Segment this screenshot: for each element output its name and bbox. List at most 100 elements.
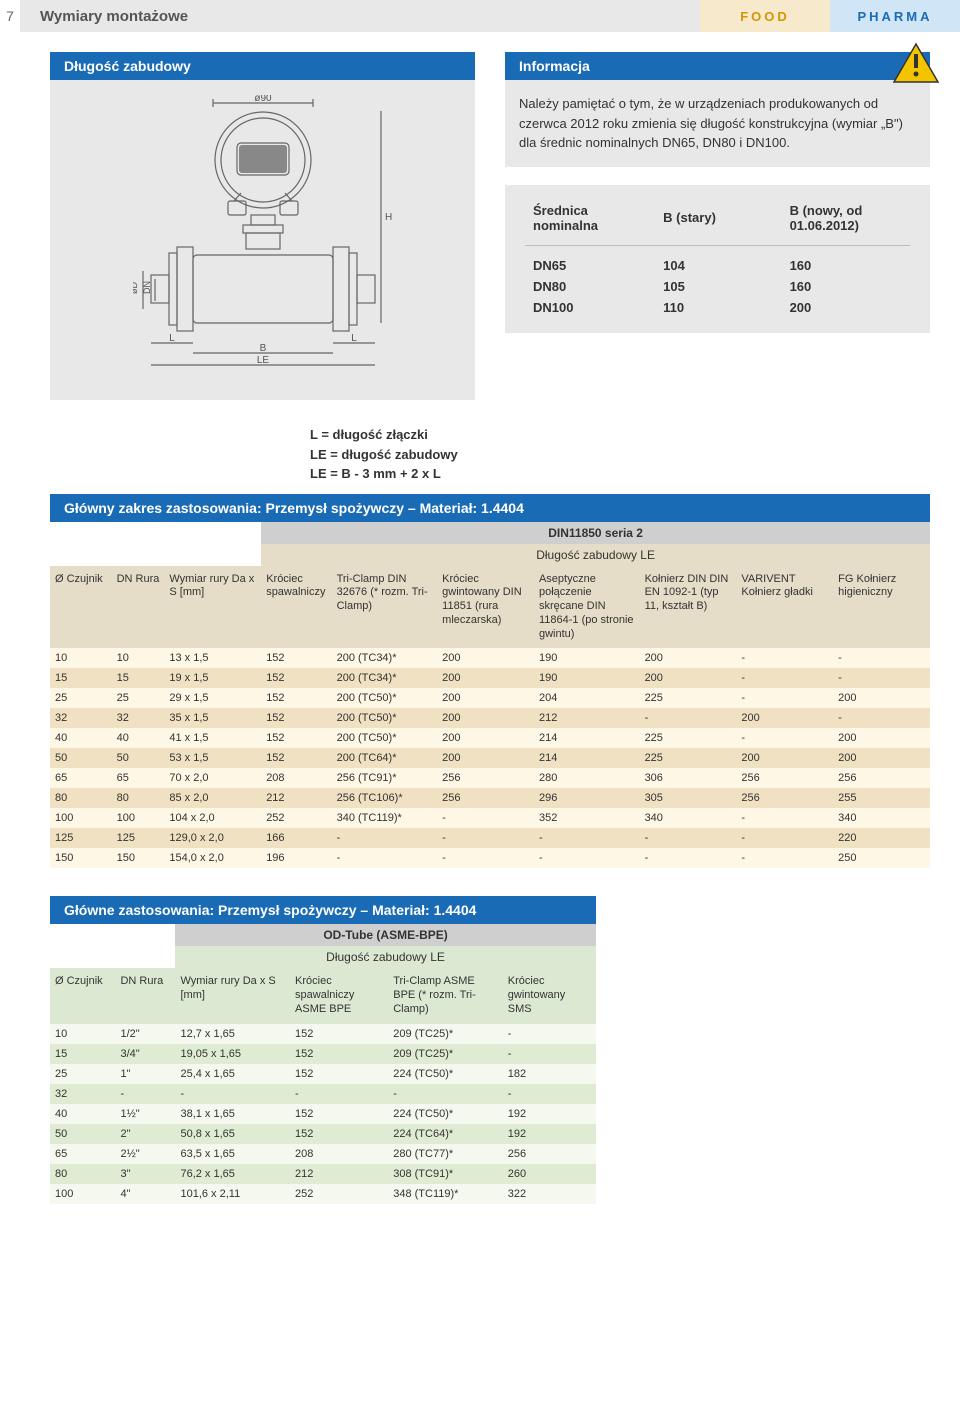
table-cell: 65 [50,768,112,788]
table-cell: - [833,708,930,728]
table-cell: 200 [437,668,534,688]
table-cell: - [736,848,833,868]
table-cell: 200 (TC50)* [332,708,438,728]
table-cell: 32 [50,1084,115,1104]
table-cell: 152 [261,728,331,748]
table-cell: 200 [437,688,534,708]
table-cell: 32 [112,708,165,728]
table1-col: FG Kołnierz higieniczny [833,566,930,649]
table-cell: 252 [290,1184,388,1204]
table-row: 808085 x 2,0212256 (TC106)*2562963052562… [50,788,930,808]
table-cell: 340 [640,808,737,828]
table-cell: 154,0 x 2,0 [164,848,261,868]
table-cell: 15 [50,1044,115,1064]
dim-cell: DN65 [527,256,655,275]
table2-col: Wymiar rury Da x S [mm] [175,968,290,1023]
table-cell: - [437,848,534,868]
table-cell: 15 [50,668,112,688]
dim-cell: 160 [784,256,908,275]
table-cell: 101,6 x 2,11 [175,1184,290,1204]
table-cell: 340 (TC119)* [332,808,438,828]
table-cell: 25 [50,1064,115,1084]
table-cell: - [437,808,534,828]
table-cell: 214 [534,728,640,748]
table-cell: 200 [833,688,930,708]
table-cell: 1" [115,1064,175,1084]
table-cell: 50 [50,1124,115,1144]
table-cell: 200 [437,648,534,668]
table-cell: 100 [50,1184,115,1204]
table-cell: 50,8 x 1,65 [175,1124,290,1144]
table-cell: - [534,848,640,868]
table-cell: 200 [833,748,930,768]
svg-text:B: B [259,343,266,354]
table-row: 1004"101,6 x 2,11252348 (TC119)*322 [50,1184,596,1204]
table-cell: 40 [50,728,112,748]
table-cell: 1/2" [115,1024,175,1044]
table-cell: 100 [50,808,112,828]
table-cell: - [437,828,534,848]
table-cell: 76,2 x 1,65 [175,1164,290,1184]
table-cell: - [640,848,737,868]
table-cell: - [736,648,833,668]
table-cell: 200 [736,748,833,768]
table-cell: 208 [261,768,331,788]
header-tag-food: FOOD [700,0,830,32]
table-row: 404041 x 1,5152200 (TC50)*200214225-200 [50,728,930,748]
table-row: 153/4"19,05 x 1,65152209 (TC25)*- [50,1044,596,1064]
table1-col: Króciec spawalniczy [261,566,331,649]
table-cell: 200 (TC34)* [332,668,438,688]
table-cell: 260 [503,1164,596,1184]
svg-text:LE: LE [256,355,269,366]
table-row: 125125129,0 x 2,0166-----220 [50,828,930,848]
table2-col: DN Rura [115,968,175,1023]
svg-text:L: L [351,333,357,344]
table-cell: - [640,708,737,728]
table-cell: 152 [261,748,331,768]
table1-col: Ø Czujnik [50,566,112,649]
table-cell: 150 [112,848,165,868]
dim-col1: Średnica nominalna [527,201,655,235]
table-cell: 224 (TC50)* [388,1064,503,1084]
table-cell: 80 [50,1164,115,1184]
table-row: 656570 x 2,0208256 (TC91)*25628030625625… [50,768,930,788]
table1-col: VARIVENT Kołnierz gładki [736,566,833,649]
table-row: 32----- [50,1084,596,1104]
table-cell: 15 [112,668,165,688]
table-cell: 19,05 x 1,65 [175,1044,290,1064]
table2-col: Króciec gwintowany SMS [503,968,596,1023]
table-cell: 13 x 1,5 [164,648,261,668]
header-title: Wymiary montażowe [20,0,700,32]
table-cell: - [388,1084,503,1104]
table-cell: 190 [534,648,640,668]
table-cell: 125 [112,828,165,848]
table-cell: - [290,1084,388,1104]
legend-line: LE = długość zabudowy [310,445,930,465]
table-cell: 25 [50,688,112,708]
table-cell: 152 [290,1064,388,1084]
table-cell: 65 [50,1144,115,1164]
table-cell: 214 [534,748,640,768]
table-cell: 256 [437,768,534,788]
table-cell: 200 [437,708,534,728]
table-cell: 65 [112,768,165,788]
table-cell: 152 [290,1024,388,1044]
table-cell: 256 [437,788,534,808]
table-cell: 10 [112,648,165,668]
table-cell: 196 [261,848,331,868]
page-number: 7 [0,0,20,32]
table-cell: 25 [112,688,165,708]
table2-col: Ø Czujnik [50,968,115,1023]
table-row: 323235 x 1,5152200 (TC50)*200212-200- [50,708,930,728]
dim-cell: 104 [657,256,781,275]
table-row: 101013 x 1,5152200 (TC34)*200190200-- [50,648,930,668]
table-cell: 280 [534,768,640,788]
table-cell: - [736,668,833,688]
table-cell: 212 [290,1164,388,1184]
table-cell: - [534,828,640,848]
table-cell: 166 [261,828,331,848]
table-row: 652½"63,5 x 1,65208280 (TC77)*256 [50,1144,596,1164]
table-cell: - [736,688,833,708]
table1-col: Wymiar rury Da x S [mm] [164,566,261,649]
legend-line: L = długość złączki [310,425,930,445]
